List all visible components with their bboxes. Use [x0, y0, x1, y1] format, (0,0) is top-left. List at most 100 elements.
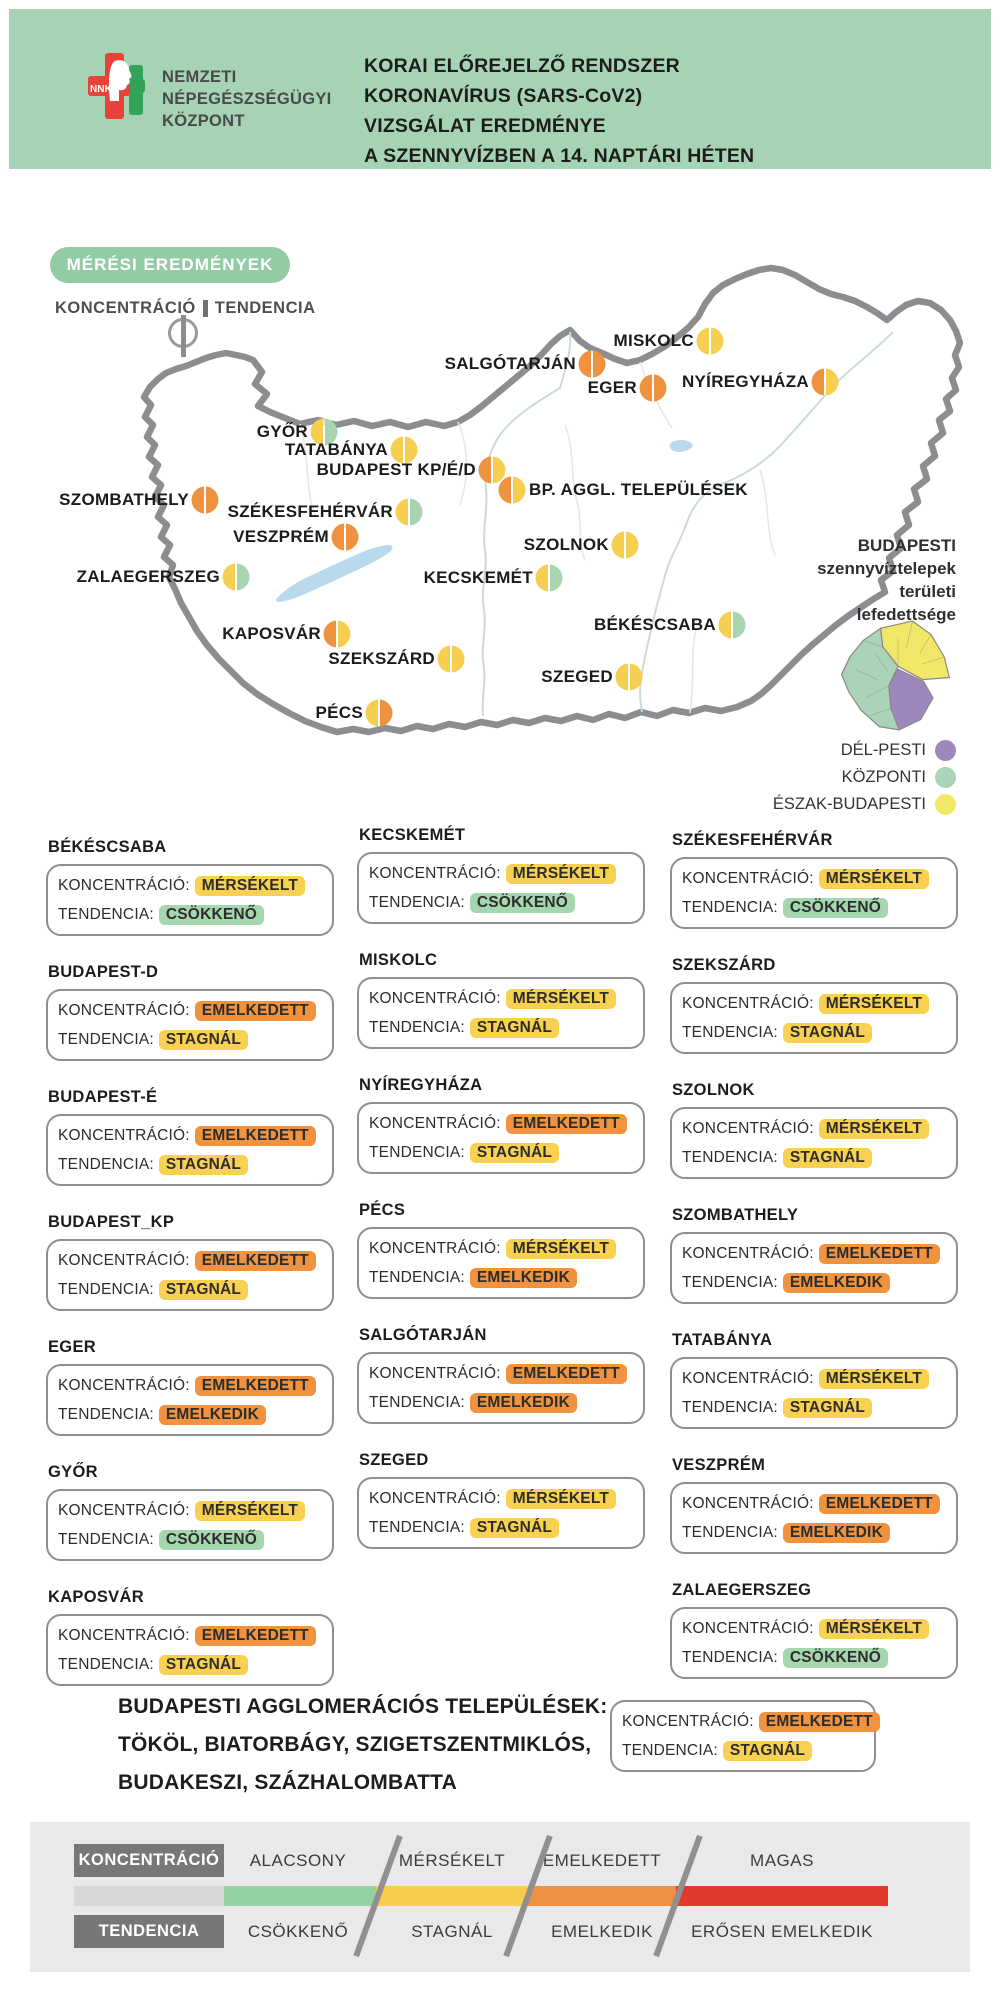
- card-box: KONCENTRÁCIÓ: EMELKEDETT TENDENCIA: STAGNÁL: [46, 1114, 334, 1186]
- tendency-row: TENDENCIA: CSÖKKENŐ: [58, 900, 322, 929]
- concentration-value-chip: MÉRSÉKELT: [818, 868, 930, 889]
- tendency-value-chip: STAGNÁL: [782, 1147, 873, 1168]
- scale-bar-segment-0: [74, 1886, 224, 1906]
- tendency-label: TENDENCIA:: [58, 1280, 154, 1298]
- tendency-row: TENDENCIA: CSÖKKENŐ: [369, 888, 633, 917]
- concentration-value-chip: EMELKEDETT: [194, 1625, 316, 1646]
- tendency-label: TENDENCIA:: [58, 905, 154, 923]
- card-city-name: SZEKSZÁRD: [672, 956, 776, 974]
- tendency-label: TENDENCIA:: [58, 1030, 154, 1048]
- tendency-value-chip: CSÖKKENŐ: [469, 892, 576, 913]
- card-city-name: VESZPRÉM: [672, 1456, 766, 1474]
- scale-bar-segment-4: [676, 1886, 888, 1906]
- card-city-name: BUDAPEST_KP: [48, 1213, 175, 1231]
- budapest-inset-map: [840, 620, 951, 731]
- concentration-value-chip: EMELKEDETT: [194, 1125, 316, 1146]
- org-line: KÖZPONT: [162, 112, 245, 130]
- card-city-name: KECSKEMÉT: [359, 826, 466, 844]
- concentration-value-chip: MÉRSÉKELT: [818, 1618, 930, 1639]
- lake-balaton: [275, 545, 393, 602]
- marker-key-tendency-label: TENDENCIA: [214, 299, 316, 317]
- concentration-value-chip: MÉRSÉKELT: [818, 1368, 930, 1389]
- card-gyor: GYŐR KONCENTRÁCIÓ: MÉRSÉKELT TENDENCIA: CSÖK…: [46, 1463, 334, 1561]
- card-box: KONCENTRÁCIÓ: MÉRSÉKELT TENDENCIA: CSÖKKENŐ: [670, 857, 958, 929]
- tendency-row: TENDENCIA: STAGNÁL: [682, 1143, 946, 1172]
- tendency-label: TENDENCIA:: [369, 1143, 465, 1161]
- concentration-row: KONCENTRÁCIÓ: EMELKEDETT: [58, 996, 322, 1025]
- tendency-label: TENDENCIA:: [682, 1398, 778, 1416]
- tendency-row: TENDENCIA: EMELKEDIK: [682, 1268, 946, 1297]
- tendency-row: TENDENCIA: STAGNÁL: [369, 1138, 633, 1167]
- card-box: KONCENTRÁCIÓ: MÉRSÉKELT TENDENCIA: STAGNÁL: [357, 977, 645, 1049]
- inset-title-line: lefedettsége: [856, 605, 956, 624]
- tendency-row: TENDENCIA: EMELKEDIK: [369, 1388, 633, 1417]
- agglomeration-note: BUDAPESTI AGGLOMERÁCIÓS TELEPÜLÉSEK: TÖK…: [118, 1688, 607, 1802]
- card-city-name: SZOMBATHELY: [672, 1206, 799, 1224]
- concentration-label: KONCENTRÁCIÓ:: [622, 1712, 754, 1730]
- tendency-row: TENDENCIA: STAGNÁL: [682, 1393, 946, 1422]
- tendency-label: TENDENCIA:: [682, 1273, 778, 1291]
- card-city-name: GYŐR: [48, 1463, 98, 1481]
- tendency-value-chip: EMELKEDIK: [469, 1267, 577, 1288]
- card-tatabanya: TATABÁNYA KONCENTRÁCIÓ: MÉRSÉKELT TENDENCIA…: [670, 1331, 958, 1429]
- tendency-value-chip: STAGNÁL: [722, 1740, 813, 1761]
- tendency-label: TENDENCIA:: [369, 1018, 465, 1036]
- tendency-label: TENDENCIA:: [58, 1530, 154, 1548]
- title-line: VIZSGÁLAT EREDMÉNYE: [364, 115, 606, 137]
- tendency-row: TENDENCIA: STAGNÁL: [369, 1013, 633, 1042]
- concentration-label: KONCENTRÁCIÓ:: [58, 1251, 190, 1269]
- title-line: KORONAVÍRUS (SARS-CoV2): [364, 85, 643, 107]
- tendency-value-chip: STAGNÁL: [782, 1397, 873, 1418]
- inset-legend-label: DÉL-PESTI: [840, 741, 926, 759]
- tendency-value-chip: STAGNÁL: [158, 1154, 249, 1175]
- tendency-label: TENDENCIA:: [682, 898, 778, 916]
- tendency-value-chip: EMELKEDIK: [469, 1392, 577, 1413]
- tendency-label: TENDENCIA:: [369, 893, 465, 911]
- scale-color-bar: [74, 1886, 888, 1906]
- tendency-label: TENDENCIA:: [369, 1268, 465, 1286]
- card-kaposvar: KAPOSVÁR KONCENTRÁCIÓ: EMELKEDETT TENDENCIA…: [46, 1588, 334, 1686]
- scale-label: MÉRSÉKELT: [398, 1850, 506, 1870]
- card-box: KONCENTRÁCIÓ: EMELKEDETT TENDENCIA: EMELKED…: [670, 1232, 958, 1304]
- inset-legend-row: KÖZPONTI: [773, 767, 956, 788]
- tendency-label: TENDENCIA:: [58, 1655, 154, 1673]
- concentration-row: KONCENTRÁCIÓ: EMELKEDETT: [622, 1707, 880, 1736]
- tendency-row: TENDENCIA: STAGNÁL: [58, 1150, 322, 1179]
- org-line: NÉPEGÉSZSÉGÜGYI: [162, 90, 332, 108]
- agglomeration-card: KONCENTRÁCIÓ: EMELKEDETT TENDENCIA: STAGNÁL: [610, 1700, 880, 1772]
- concentration-value-chip: EMELKEDETT: [194, 1250, 316, 1271]
- card-budapest-kp: BUDAPEST_KP KONCENTRÁCIÓ: EMELKEDETT TENDEN…: [46, 1213, 334, 1311]
- concentration-row: KONCENTRÁCIÓ: EMELKEDETT: [58, 1246, 322, 1275]
- org-line: NEMZETI: [162, 68, 237, 86]
- tendency-value-chip: EMELKEDIK: [782, 1522, 890, 1543]
- concentration-value-chip: MÉRSÉKELT: [505, 1238, 617, 1259]
- card-szekesfehervar: SZÉKESFEHÉRVÁR KONCENTRÁCIÓ: MÉRSÉKELT TEND…: [670, 831, 958, 929]
- concentration-value-chip: MÉRSÉKELT: [505, 1488, 617, 1509]
- scale-bar-segment-2: [376, 1886, 528, 1906]
- tendency-row: TENDENCIA: EMELKEDIK: [682, 1518, 946, 1547]
- concentration-label: KONCENTRÁCIÓ:: [369, 989, 501, 1007]
- inset-title-line: területi: [899, 582, 956, 601]
- tendency-row: TENDENCIA: EMELKEDIK: [369, 1263, 633, 1292]
- card-city-name: TATABÁNYA: [672, 1331, 773, 1349]
- tendency-label: TENDENCIA:: [682, 1148, 778, 1166]
- rivers: [481, 331, 894, 717]
- concentration-row: KONCENTRÁCIÓ: MÉRSÉKELT: [682, 1114, 946, 1143]
- cards-column-3: SZÉKESFEHÉRVÁR KONCENTRÁCIÓ: MÉRSÉKELT TEND…: [670, 831, 970, 1706]
- concentration-value-chip: EMELKEDETT: [505, 1363, 627, 1384]
- tendency-label: TENDENCIA:: [682, 1648, 778, 1666]
- inset-title-line: BUDAPESTI: [857, 536, 956, 555]
- card-szeged: SZEGED KONCENTRÁCIÓ: MÉRSÉKELT TENDENCIA: ST…: [357, 1451, 645, 1549]
- card-pecs: PÉCS KONCENTRÁCIÓ: MÉRSÉKELT TENDENCIA: EMEL…: [357, 1201, 645, 1299]
- concentration-value-chip: EMELKEDETT: [194, 1000, 316, 1021]
- concentration-value-chip: EMELKEDETT: [194, 1375, 316, 1396]
- card-city-name: SZEGED: [359, 1451, 429, 1469]
- concentration-label: KONCENTRÁCIÓ:: [58, 1376, 190, 1394]
- card-city-name: BUDAPEST-É: [48, 1088, 158, 1106]
- card-box: KONCENTRÁCIÓ: MÉRSÉKELT TENDENCIA: EMELKEDI…: [357, 1227, 645, 1299]
- tendency-label: TENDENCIA:: [369, 1518, 465, 1536]
- danube-river: [481, 331, 572, 717]
- marker-key-concentration-label: KONCENTRÁCIÓ: [55, 299, 196, 317]
- concentration-value-chip: MÉRSÉKELT: [194, 1500, 306, 1521]
- scale-legend: KONCENTRÁCIÓ TENDENCIA ALACSONY MÉRSÉKEL…: [30, 1822, 970, 1972]
